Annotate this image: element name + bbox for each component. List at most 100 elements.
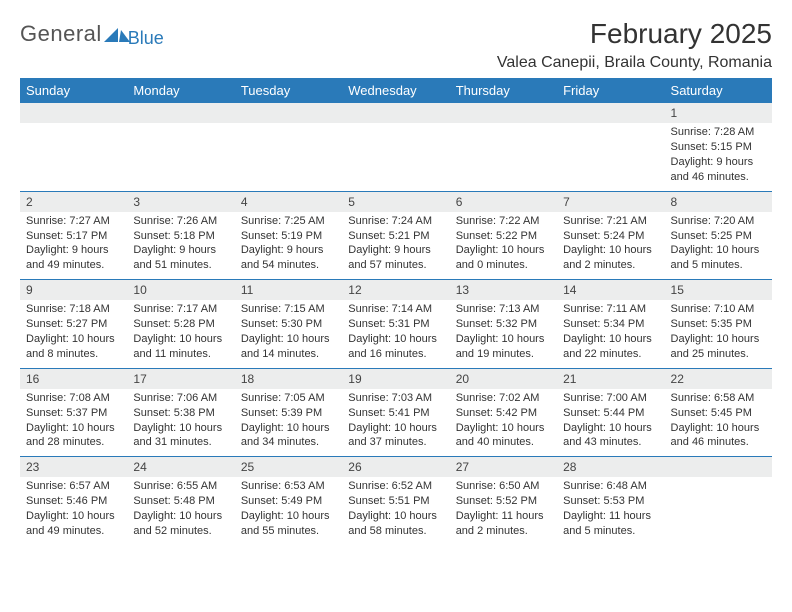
day-cell: Sunrise: 7:17 AMSunset: 5:28 PMDaylight:… xyxy=(127,300,234,368)
sunset-text: Sunset: 5:17 PM xyxy=(26,229,121,244)
day-detail-row: Sunrise: 7:08 AMSunset: 5:37 PMDaylight:… xyxy=(20,389,772,457)
day-cell xyxy=(557,123,664,191)
day-cell xyxy=(235,123,342,191)
day-number: 9 xyxy=(20,280,127,300)
sunrise-text: Sunrise: 7:20 AM xyxy=(671,214,766,229)
daylight-text: Daylight: 10 hours and 19 minutes. xyxy=(456,332,551,362)
day-number: 25 xyxy=(235,457,342,477)
sunrise-text: Sunrise: 7:27 AM xyxy=(26,214,121,229)
day-cell: Sunrise: 7:02 AMSunset: 5:42 PMDaylight:… xyxy=(450,389,557,457)
day-number: 10 xyxy=(127,280,234,300)
day-number xyxy=(557,103,664,123)
daylight-text: Daylight: 10 hours and 31 minutes. xyxy=(133,421,228,451)
daylight-text: Daylight: 10 hours and 22 minutes. xyxy=(563,332,658,362)
sunrise-text: Sunrise: 7:21 AM xyxy=(563,214,658,229)
day-number: 5 xyxy=(342,192,449,212)
sunset-text: Sunset: 5:51 PM xyxy=(348,494,443,509)
sunrise-text: Sunrise: 7:26 AM xyxy=(133,214,228,229)
daylight-text: Daylight: 9 hours and 54 minutes. xyxy=(241,243,336,273)
day-number: 17 xyxy=(127,369,234,389)
sunset-text: Sunset: 5:27 PM xyxy=(26,317,121,332)
day-number-row: 2345678 xyxy=(20,192,772,212)
col-saturday: Saturday xyxy=(665,78,772,103)
daylight-text: Daylight: 10 hours and 2 minutes. xyxy=(563,243,658,273)
sunset-text: Sunset: 5:38 PM xyxy=(133,406,228,421)
sunset-text: Sunset: 5:25 PM xyxy=(671,229,766,244)
col-monday: Monday xyxy=(127,78,234,103)
sunrise-text: Sunrise: 7:28 AM xyxy=(671,125,766,140)
day-cell: Sunrise: 6:50 AMSunset: 5:52 PMDaylight:… xyxy=(450,477,557,544)
sunset-text: Sunset: 5:19 PM xyxy=(241,229,336,244)
daylight-text: Daylight: 9 hours and 49 minutes. xyxy=(26,243,121,273)
sunrise-text: Sunrise: 7:06 AM xyxy=(133,391,228,406)
sunset-text: Sunset: 5:45 PM xyxy=(671,406,766,421)
day-detail-row: Sunrise: 6:57 AMSunset: 5:46 PMDaylight:… xyxy=(20,477,772,544)
sunrise-text: Sunrise: 7:03 AM xyxy=(348,391,443,406)
sunset-text: Sunset: 5:28 PM xyxy=(133,317,228,332)
sunset-text: Sunset: 5:49 PM xyxy=(241,494,336,509)
sunrise-text: Sunrise: 6:53 AM xyxy=(241,479,336,494)
calendar-table: Sunday Monday Tuesday Wednesday Thursday… xyxy=(20,78,772,545)
sunrise-text: Sunrise: 7:14 AM xyxy=(348,302,443,317)
day-number xyxy=(20,103,127,123)
day-cell: Sunrise: 7:25 AMSunset: 5:19 PMDaylight:… xyxy=(235,212,342,280)
day-number: 26 xyxy=(342,457,449,477)
sunset-text: Sunset: 5:21 PM xyxy=(348,229,443,244)
sunrise-text: Sunrise: 6:57 AM xyxy=(26,479,121,494)
day-cell: Sunrise: 7:20 AMSunset: 5:25 PMDaylight:… xyxy=(665,212,772,280)
daylight-text: Daylight: 9 hours and 51 minutes. xyxy=(133,243,228,273)
logo-text-blue: Blue xyxy=(128,28,164,49)
col-sunday: Sunday xyxy=(20,78,127,103)
sunset-text: Sunset: 5:22 PM xyxy=(456,229,551,244)
day-number: 22 xyxy=(665,369,772,389)
day-number-row: 9101112131415 xyxy=(20,280,772,300)
daylight-text: Daylight: 10 hours and 8 minutes. xyxy=(26,332,121,362)
daylight-text: Daylight: 9 hours and 57 minutes. xyxy=(348,243,443,273)
day-number: 6 xyxy=(450,192,557,212)
day-number: 14 xyxy=(557,280,664,300)
daylight-text: Daylight: 10 hours and 11 minutes. xyxy=(133,332,228,362)
daylight-text: Daylight: 11 hours and 5 minutes. xyxy=(563,509,658,539)
sunset-text: Sunset: 5:34 PM xyxy=(563,317,658,332)
sunrise-text: Sunrise: 7:10 AM xyxy=(671,302,766,317)
day-cell: Sunrise: 7:00 AMSunset: 5:44 PMDaylight:… xyxy=(557,389,664,457)
daylight-text: Daylight: 10 hours and 55 minutes. xyxy=(241,509,336,539)
col-tuesday: Tuesday xyxy=(235,78,342,103)
daylight-text: Daylight: 10 hours and 43 minutes. xyxy=(563,421,658,451)
day-cell: Sunrise: 7:22 AMSunset: 5:22 PMDaylight:… xyxy=(450,212,557,280)
day-number: 11 xyxy=(235,280,342,300)
sunset-text: Sunset: 5:18 PM xyxy=(133,229,228,244)
day-cell: Sunrise: 7:11 AMSunset: 5:34 PMDaylight:… xyxy=(557,300,664,368)
day-cell: Sunrise: 7:10 AMSunset: 5:35 PMDaylight:… xyxy=(665,300,772,368)
day-cell: Sunrise: 7:13 AMSunset: 5:32 PMDaylight:… xyxy=(450,300,557,368)
col-wednesday: Wednesday xyxy=(342,78,449,103)
sunrise-text: Sunrise: 7:24 AM xyxy=(348,214,443,229)
sunrise-text: Sunrise: 7:11 AM xyxy=(563,302,658,317)
sunrise-text: Sunrise: 7:05 AM xyxy=(241,391,336,406)
daylight-text: Daylight: 10 hours and 5 minutes. xyxy=(671,243,766,273)
day-number: 28 xyxy=(557,457,664,477)
daylight-text: Daylight: 10 hours and 16 minutes. xyxy=(348,332,443,362)
daylight-text: Daylight: 10 hours and 58 minutes. xyxy=(348,509,443,539)
logo-mark-icon xyxy=(104,20,130,47)
sunrise-text: Sunrise: 7:00 AM xyxy=(563,391,658,406)
day-detail-row: Sunrise: 7:18 AMSunset: 5:27 PMDaylight:… xyxy=(20,300,772,368)
daylight-text: Daylight: 10 hours and 37 minutes. xyxy=(348,421,443,451)
sunset-text: Sunset: 5:24 PM xyxy=(563,229,658,244)
day-cell: Sunrise: 7:26 AMSunset: 5:18 PMDaylight:… xyxy=(127,212,234,280)
daylight-text: Daylight: 10 hours and 49 minutes. xyxy=(26,509,121,539)
day-number-row: 16171819202122 xyxy=(20,369,772,389)
sunrise-text: Sunrise: 6:52 AM xyxy=(348,479,443,494)
sunrise-text: Sunrise: 7:17 AM xyxy=(133,302,228,317)
daylight-text: Daylight: 10 hours and 0 minutes. xyxy=(456,243,551,273)
day-detail-row: Sunrise: 7:27 AMSunset: 5:17 PMDaylight:… xyxy=(20,212,772,280)
day-number xyxy=(342,103,449,123)
day-number xyxy=(127,103,234,123)
sunset-text: Sunset: 5:53 PM xyxy=(563,494,658,509)
day-number: 15 xyxy=(665,280,772,300)
day-cell: Sunrise: 6:48 AMSunset: 5:53 PMDaylight:… xyxy=(557,477,664,544)
day-header-row: Sunday Monday Tuesday Wednesday Thursday… xyxy=(20,78,772,103)
day-cell xyxy=(665,477,772,544)
sunset-text: Sunset: 5:52 PM xyxy=(456,494,551,509)
col-thursday: Thursday xyxy=(450,78,557,103)
